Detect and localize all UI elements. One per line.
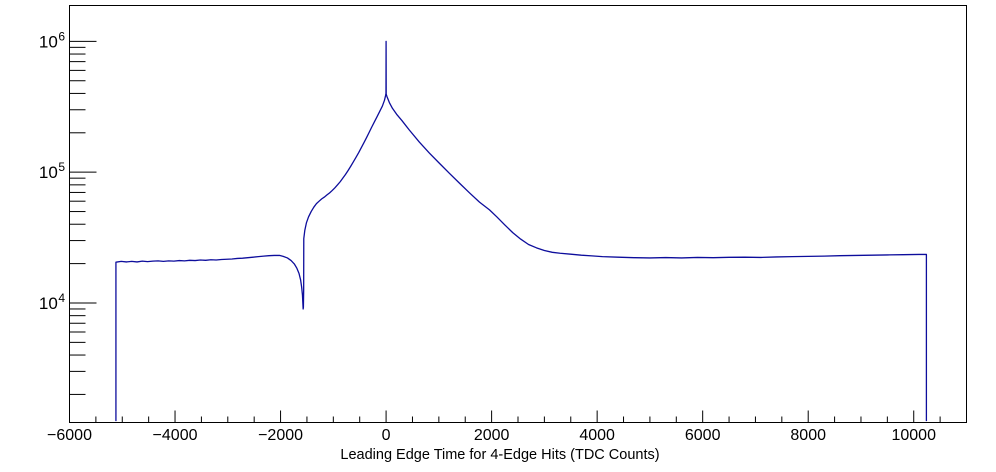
x-axis-tick-label: 4000: [579, 427, 615, 444]
y-axis-power-label: 104: [39, 291, 65, 313]
y-axis-power-label: 105: [39, 160, 65, 182]
plot-frame: [69, 5, 967, 423]
histogram-line: [115, 40, 928, 422]
y-axis-power-label: 106: [39, 29, 65, 51]
x-axis-tick-label: 2000: [474, 427, 510, 444]
x-axis-title: Leading Edge Time for 4-Edge Hits (TDC C…: [340, 447, 659, 463]
x-axis-tick-label: 6000: [685, 427, 721, 444]
x-axis-tick-label: 10000: [891, 427, 936, 444]
axis-ticks-layer: [69, 40, 967, 423]
x-axis-tick-label: −6000: [47, 427, 92, 444]
x-axis-tick-label: 8000: [790, 427, 826, 444]
axis-labels-layer: −6000 −4000 −2000 0 2000 4000 6000 8000 10000 104…: [39, 29, 936, 444]
x-axis-tick-label: −2000: [258, 427, 303, 444]
x-axis-tick-label: −4000: [153, 427, 198, 444]
x-axis-tick-label: 0: [382, 427, 391, 444]
